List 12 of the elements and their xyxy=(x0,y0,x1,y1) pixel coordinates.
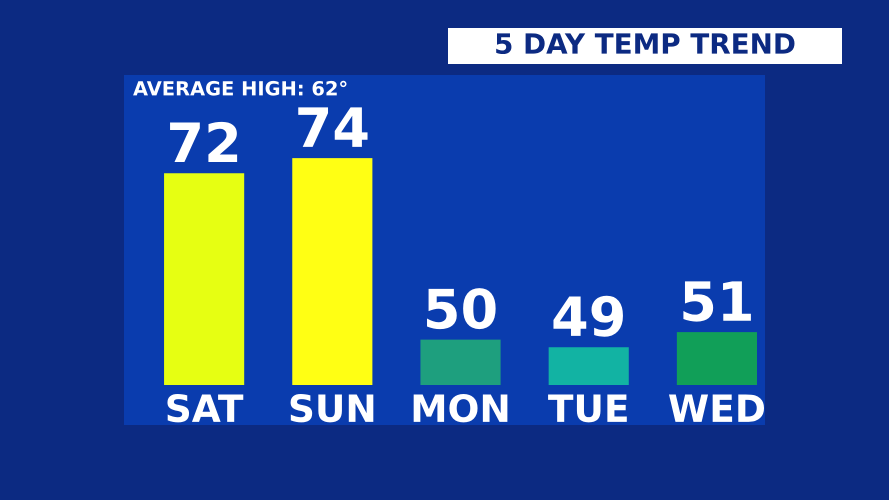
data-label: 74 xyxy=(298,107,368,147)
x-tick-label: MON xyxy=(414,394,508,422)
data-label: 50 xyxy=(427,288,496,330)
chart-title: 5 DAY TEMP TREND xyxy=(496,33,794,54)
annotation: AVERAGE HIGH: 62° xyxy=(133,80,346,96)
data-label: 49 xyxy=(553,296,623,337)
data-label: 51 xyxy=(683,281,751,322)
x-tick-label: SUN xyxy=(290,394,374,422)
x-tick-label: WED xyxy=(668,394,764,422)
x-tick-label: TUE xyxy=(548,394,627,422)
data-label: 72 xyxy=(170,122,238,162)
x-tick-label: SAT xyxy=(167,394,244,422)
